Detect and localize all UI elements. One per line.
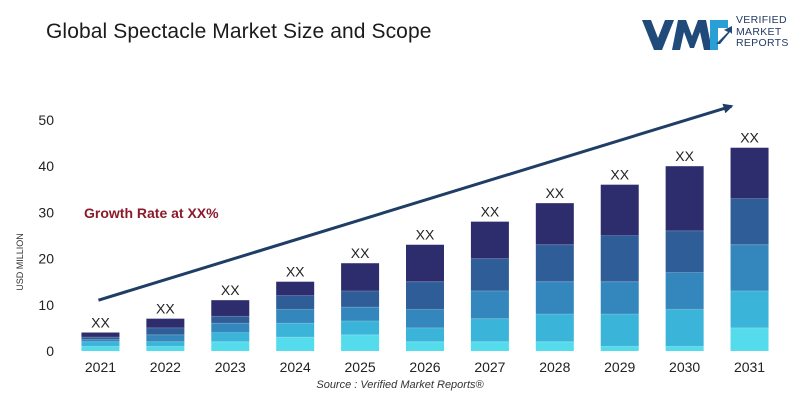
growth-rate-annotation: Growth Rate at XX%: [84, 205, 219, 221]
bar-segment-2027-2: [470, 318, 509, 342]
bar-segment-2022-3: [146, 334, 185, 342]
bar-segment-2027-1: [470, 341, 509, 351]
x-tick-label-2026: 2026: [409, 359, 440, 375]
bar-segment-2026-2: [406, 327, 444, 342]
x-tick-label-2031: 2031: [734, 359, 765, 375]
bar-segment-2030-1: [665, 346, 704, 351]
data-label-2024: XX: [286, 264, 305, 280]
bar-segment-2031-1: [730, 327, 769, 351]
data-label-2022: XX: [156, 301, 175, 317]
bar-segment-2029-1: [600, 346, 639, 351]
x-tick-label-2030: 2030: [669, 359, 700, 375]
logo-line-market: MARKET: [736, 25, 782, 38]
bar-segment-2028-2: [535, 314, 574, 342]
bar-segment-2023-1: [211, 341, 250, 351]
chart-title: Global Spectacle Market Size and Scope: [46, 20, 432, 43]
data-label-2029: XX: [610, 167, 629, 183]
x-tick-label-2025: 2025: [345, 359, 376, 375]
bar-segment-2031-5: [730, 147, 769, 199]
bar-segment-2026-4: [406, 281, 444, 310]
bar-segment-2028-4: [535, 244, 574, 282]
data-label-2025: XX: [351, 245, 370, 261]
bar-segment-2030-2: [665, 309, 704, 347]
y-tick-label: 20: [38, 251, 54, 267]
source-note: Source : Verified Market Reports®: [316, 379, 484, 391]
bar-segment-2024-3: [276, 309, 315, 324]
bar-segment-2028-1: [535, 341, 574, 351]
y-tick-label: 0: [46, 343, 54, 359]
data-label-2021: XX: [91, 315, 110, 331]
bar-segment-2022-4: [146, 327, 185, 335]
bar-segment-2028-3: [535, 281, 574, 315]
bar-segment-2031-2: [730, 290, 769, 328]
x-tick-label-2021: 2021: [85, 359, 116, 375]
bar-segment-2023-4: [211, 316, 250, 324]
data-label-2030: XX: [675, 148, 694, 164]
bar-segment-2025-4: [341, 290, 380, 308]
data-label-2023: XX: [221, 282, 240, 298]
bar-segment-2021-1: [81, 346, 120, 351]
bar-segment-2029-3: [600, 281, 639, 315]
x-tick-label-2029: 2029: [604, 359, 635, 375]
bar-segment-2023-3: [211, 323, 250, 333]
bar-segment-2028-5: [535, 203, 574, 245]
data-label-2027: XX: [481, 204, 500, 220]
bar-segment-2022-1: [146, 346, 185, 351]
bar-segment-2031-3: [730, 244, 769, 291]
bar-segment-2024-5: [276, 281, 315, 296]
x-tick-label-2027: 2027: [474, 359, 505, 375]
bar-segment-2029-4: [600, 235, 639, 282]
data-label-2028: XX: [545, 185, 564, 201]
data-label-2031: XX: [740, 130, 759, 146]
bar-segment-2025-5: [341, 263, 380, 291]
bar-segment-2024-4: [276, 295, 315, 310]
x-tick-label-2024: 2024: [280, 359, 311, 375]
data-label-2026: XX: [416, 227, 435, 243]
bar-segment-2024-1: [276, 337, 315, 351]
vmr-logo-icon: [642, 20, 732, 50]
bar-segment-2027-4: [470, 258, 509, 291]
bar-segment-2023-2: [211, 332, 250, 342]
x-tick-label-2028: 2028: [539, 359, 570, 375]
bar-segment-2025-1: [341, 334, 380, 351]
bar-segment-2021-2: [81, 341, 120, 347]
bar-segment-2026-1: [406, 341, 444, 351]
bar-segment-2029-2: [600, 314, 639, 347]
bar-segment-2023-5: [211, 300, 250, 317]
bar-segment-2026-5: [406, 244, 444, 282]
growth-trend-arrow: [98, 103, 734, 302]
y-tick-label: 30: [38, 204, 54, 220]
logo-line-reports: REPORTS: [736, 37, 789, 49]
bar-segment-2030-5: [665, 166, 704, 231]
y-tick-label: 10: [38, 297, 54, 313]
y-tick-label: 50: [38, 112, 54, 128]
bar-segment-2024-2: [276, 323, 315, 338]
bar-segment-2030-4: [665, 230, 704, 273]
bar-segment-2030-3: [665, 272, 704, 310]
vmr-logo-text: VERIFIED MARKET REPORTS: [736, 14, 789, 50]
bar-segment-2022-2: [146, 341, 185, 347]
bar-segment-2025-3: [341, 307, 380, 321]
bar-segment-2027-3: [470, 290, 509, 319]
bar-segment-2026-3: [406, 309, 444, 328]
logo-line-verified: VERIFIED: [736, 14, 787, 26]
x-tick-label-2023: 2023: [215, 359, 246, 375]
bar-segment-2029-5: [600, 184, 639, 236]
x-tick-label-2022: 2022: [150, 359, 181, 375]
y-tick-label: 40: [38, 158, 54, 174]
bar-segment-2025-2: [341, 320, 380, 335]
bar-segment-2021-5: [81, 332, 120, 338]
bar-segment-2022-5: [146, 318, 185, 328]
bar-segment-2031-4: [730, 198, 769, 245]
bar-segment-2021-3: [81, 339, 120, 342]
bar-segment-2021-4: [81, 337, 120, 340]
bar-segment-2027-5: [470, 221, 509, 259]
